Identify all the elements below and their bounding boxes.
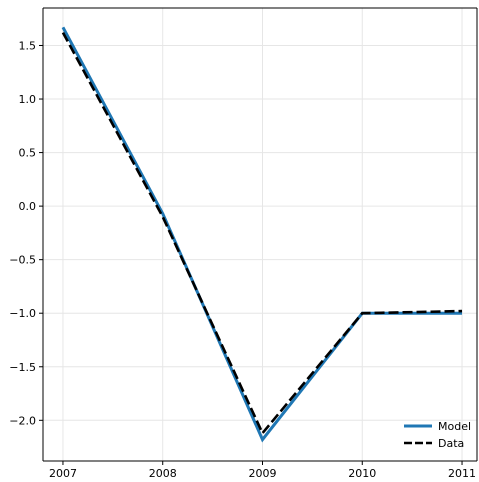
y-tick-label: 0.0 — [19, 200, 37, 213]
y-tick-label: −0.5 — [9, 254, 36, 267]
y-ticks: 1.5 1.0 0.5 0.0 −0.5 −1.0 −1.5 −2.0 — [9, 39, 43, 427]
gridlines — [43, 8, 477, 461]
x-tick-label: 2010 — [348, 467, 376, 480]
legend-label-data: Data — [438, 437, 464, 450]
legend-label-model: Model — [438, 420, 471, 433]
y-tick-label: −1.0 — [9, 307, 36, 320]
y-tick-label: 1.5 — [19, 39, 37, 52]
y-tick-label: −2.0 — [9, 414, 36, 427]
y-tick-label: −1.5 — [9, 361, 36, 374]
x-tick-label: 2007 — [49, 467, 77, 480]
axes-frame — [42, 7, 478, 462]
y-tick-label: 0.5 — [19, 147, 37, 160]
y-tick-label: 1.0 — [19, 93, 37, 106]
series-group — [61, 26, 463, 443]
legend: Model Data — [404, 420, 471, 450]
x-tick-label: 2009 — [248, 467, 276, 480]
series-line-data — [61, 32, 463, 436]
x-tick-label: 2008 — [149, 467, 177, 480]
x-tick-label: 2011 — [448, 467, 476, 480]
x-ticks: 2007 2008 2009 2010 2011 — [49, 461, 476, 480]
